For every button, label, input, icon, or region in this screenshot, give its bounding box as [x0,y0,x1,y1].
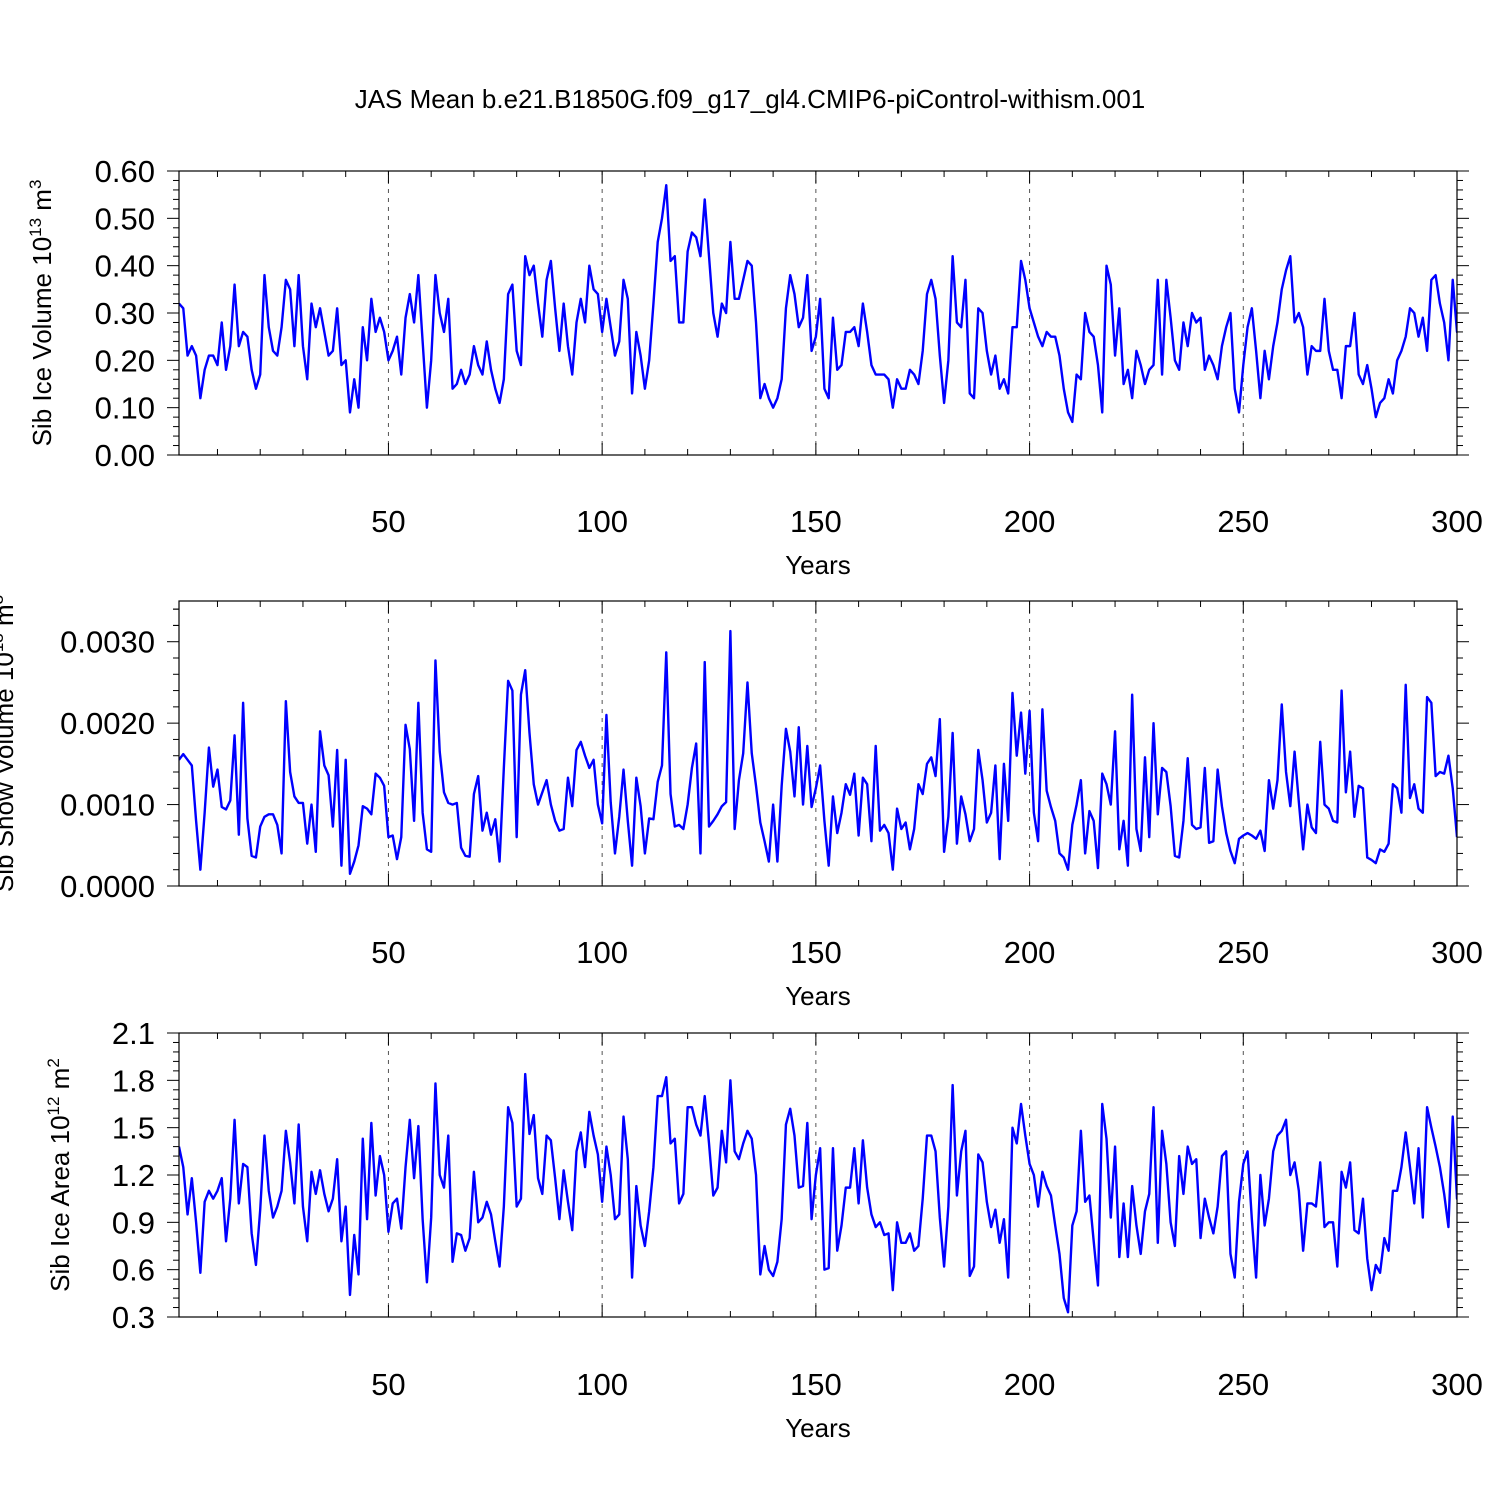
x-axis-label: Years [785,981,851,1011]
panel-ice-volume: 0.00 0.10 0.20 0.30 0.40 0.50 0.60 50 100 150 200 2… [26,154,1483,580]
panel-snow-volume: 0.0000 0.0010 0.0020 0.0030 50 100 150 200 250 30… [0,595,1483,1011]
y-tick-label: 0.00 [95,438,155,473]
y-tick-label: 0.0000 [60,869,155,904]
y-tick-label: 1.2 [112,1158,155,1193]
x-tick-label: 300 [1431,935,1483,970]
series-line-ice-volume [179,183,1457,424]
y-tick-label: 0.9 [112,1205,155,1240]
x-tick-label: 200 [1004,935,1056,970]
x-tick-label: 150 [790,935,842,970]
x-tick-label: 300 [1431,504,1483,539]
y-tick-label: 0.60 [95,154,155,189]
x-tick-label: 200 [1004,504,1056,539]
x-tick-label: 250 [1217,1367,1269,1402]
y-axis-label: Sib Ice Volume 1013 m3 [26,180,57,447]
y-axis-label: Sib Ice Area 1012 m2 [44,1058,75,1292]
plot-frame [178,170,1458,456]
y-tick-label: 0.20 [95,343,155,378]
y-tick-label: 0.30 [95,296,155,331]
x-tick-label: 50 [371,504,405,539]
y-tick-label: 0.0030 [60,625,155,660]
y-tick-label: 0.0010 [60,788,155,823]
y-tick-label: 0.50 [95,201,155,236]
y-tick-label: 2.1 [112,1016,155,1051]
y-tick-label: 0.3 [112,1300,155,1335]
x-tick-label: 200 [1004,1367,1056,1402]
x-tick-label: 50 [371,1367,405,1402]
x-tick-label: 100 [576,1367,628,1402]
x-tick-label: 250 [1217,504,1269,539]
x-tick-label: 150 [790,504,842,539]
plot-frame [178,1032,1458,1318]
x-tick-label: 100 [576,935,628,970]
x-axis-label: Years [785,1413,851,1443]
plot-frame [178,600,1458,887]
x-tick-label: 50 [371,935,405,970]
y-axis-label: Sib Snow Volume 1013 m3 [0,595,19,892]
y-tick-label: 1.5 [112,1111,155,1146]
series-line-ice-area [179,1072,1457,1314]
y-tick-label: 1.8 [112,1063,155,1098]
series-line-snow-volume [179,629,1457,875]
x-tick-label: 250 [1217,935,1269,970]
x-tick-label: 150 [790,1367,842,1402]
y-tick-label: 0.40 [95,249,155,284]
figure-title: JAS Mean b.e21.B1850G.f09_g17_gl4.CMIP6-… [355,84,1146,114]
panel-ice-area: 0.3 0.6 0.9 1.2 1.5 1.8 2.1 50 100 150 200 250 300 Ye… [44,1016,1483,1443]
y-tick-label: 0.6 [112,1253,155,1288]
y-tick-label: 0.10 [95,391,155,426]
y-tick-label: 0.0020 [60,706,155,741]
x-tick-label: 300 [1431,1367,1483,1402]
x-tick-label: 100 [576,504,628,539]
x-axis-label: Years [785,550,851,580]
